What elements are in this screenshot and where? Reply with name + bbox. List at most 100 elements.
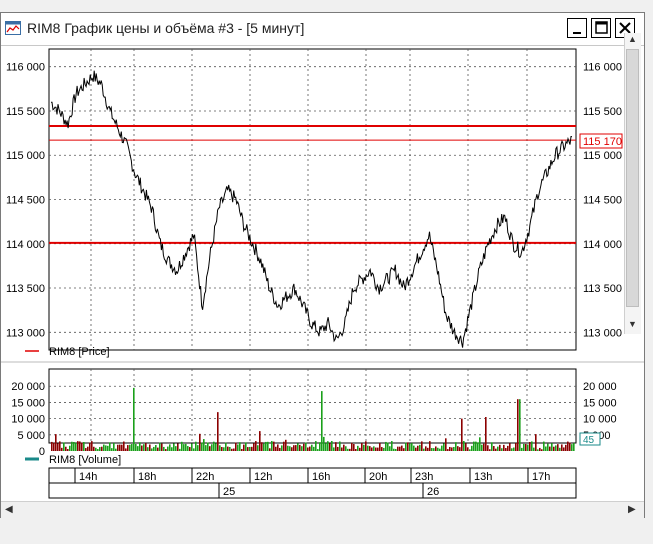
volume-y-axis-left: 20 000 15 000 10 000 5 000 0 [11, 381, 45, 458]
volume-bar [273, 441, 275, 451]
volume-bar [495, 448, 497, 451]
volume-bar [93, 446, 95, 451]
volume-bar [517, 399, 519, 451]
volume-bar [91, 441, 93, 451]
time-axis-hours: 14h 18h 22h 12h 16h 20h 23h 13h 17h [74, 468, 550, 483]
volume-bar [329, 443, 331, 451]
volume-tick-label-left: 5 000 [17, 430, 45, 442]
price-series-line[interactable] [51, 70, 573, 348]
volume-bar [369, 446, 371, 451]
volume-plot-area[interactable] [48, 368, 577, 444]
volume-bar [65, 446, 67, 451]
price-grid [49, 49, 576, 350]
volume-bar [205, 445, 207, 451]
volume-tick-label-left: 0 [39, 446, 45, 458]
price-tick-label-left: 114 000 [6, 239, 45, 251]
volume-bar [217, 412, 219, 451]
volume-bar [211, 444, 213, 451]
scroll-right-icon[interactable]: ▶ [628, 504, 636, 515]
time-hour-label: 13h [474, 471, 492, 483]
volume-bar [271, 440, 273, 451]
volume-bar [223, 447, 225, 451]
horizontal-scrollbar[interactable]: ◀ ▶ [1, 501, 644, 518]
volume-bar [117, 444, 119, 451]
volume-bar [89, 442, 91, 451]
volume-bar [161, 443, 163, 451]
volume-bar [485, 417, 487, 451]
vertical-scrollbar[interactable]: ▲ ▼ [624, 33, 641, 334]
volume-bar [249, 446, 251, 451]
volume-bar [245, 442, 247, 451]
volume-bar [185, 443, 187, 451]
time-hour-label: 14h [79, 471, 97, 483]
volume-bar [547, 443, 549, 451]
chart-app-icon [5, 21, 21, 35]
volume-bar [355, 449, 357, 451]
volume-bar [135, 444, 137, 451]
volume-bar [53, 442, 55, 451]
volume-bar [549, 446, 551, 451]
price-tick-label-left: 116 000 [6, 62, 45, 74]
volume-bar [101, 446, 103, 451]
volume-bar [499, 444, 501, 451]
price-tick-label-right: 116 000 [583, 62, 622, 74]
volume-bar [381, 447, 383, 451]
volume-bar [261, 442, 263, 451]
volume-bar [255, 441, 257, 451]
volume-bar [529, 442, 531, 451]
volume-bar [151, 448, 153, 451]
volume-bar [215, 443, 217, 451]
vertical-scroll-thumb[interactable] [626, 49, 639, 307]
volume-bar [285, 439, 287, 451]
volume-bars[interactable] [51, 387, 575, 451]
volume-bar [543, 441, 545, 451]
volume-bar [167, 446, 169, 451]
volume-bar [507, 445, 509, 451]
volume-bar [139, 442, 141, 451]
scroll-up-icon[interactable]: ▲ [628, 34, 637, 44]
volume-bar [535, 434, 537, 451]
volume-bar [541, 449, 543, 451]
volume-bar [401, 445, 403, 451]
volume-tick-label-right: 15 000 [583, 397, 617, 409]
price-plot-area[interactable] [48, 48, 577, 351]
scroll-left-icon[interactable]: ◀ [5, 504, 13, 515]
minimize-button[interactable] [567, 18, 587, 38]
volume-bar [527, 444, 529, 451]
volume-bar [197, 445, 199, 451]
volume-bar [379, 443, 381, 451]
volume-bar [55, 434, 57, 451]
volume-bar [137, 446, 139, 451]
volume-bar [437, 447, 439, 451]
volume-bar [515, 443, 517, 451]
volume-bar [315, 441, 317, 451]
price-tick-label-right: 114 000 [583, 239, 622, 251]
volume-bar [77, 441, 79, 451]
volume-bar [385, 441, 387, 451]
volume-bar [463, 440, 465, 451]
price-tick-label-right: 114 500 [583, 195, 622, 207]
volume-bar [479, 437, 481, 451]
volume-bar [83, 442, 85, 451]
volume-bar [145, 443, 147, 451]
volume-bar [561, 444, 563, 451]
title-bar[interactable]: RIM8 График цены и объёма #3 - [5 минут] [1, 13, 644, 46]
volume-bar [421, 441, 423, 451]
volume-bar [115, 448, 117, 451]
volume-bar [163, 446, 165, 451]
price-y-axis-right: 116 000 115 500 115 000 114 500 114 000 113 5… [583, 62, 622, 340]
volume-bar [351, 442, 353, 451]
volume-bar [279, 447, 281, 451]
volume-bar [75, 442, 77, 451]
volume-bar [243, 444, 245, 451]
volume-bar [551, 443, 553, 451]
time-hour-label: 17h [532, 471, 550, 483]
volume-bar [193, 448, 195, 451]
volume-bar [539, 447, 541, 451]
volume-bar [409, 443, 411, 451]
maximize-button[interactable] [591, 18, 611, 38]
scroll-down-icon[interactable]: ▼ [628, 319, 637, 329]
volume-bar [373, 446, 375, 451]
volume-bar [251, 446, 253, 451]
price-tag: 115 170 [583, 136, 622, 148]
